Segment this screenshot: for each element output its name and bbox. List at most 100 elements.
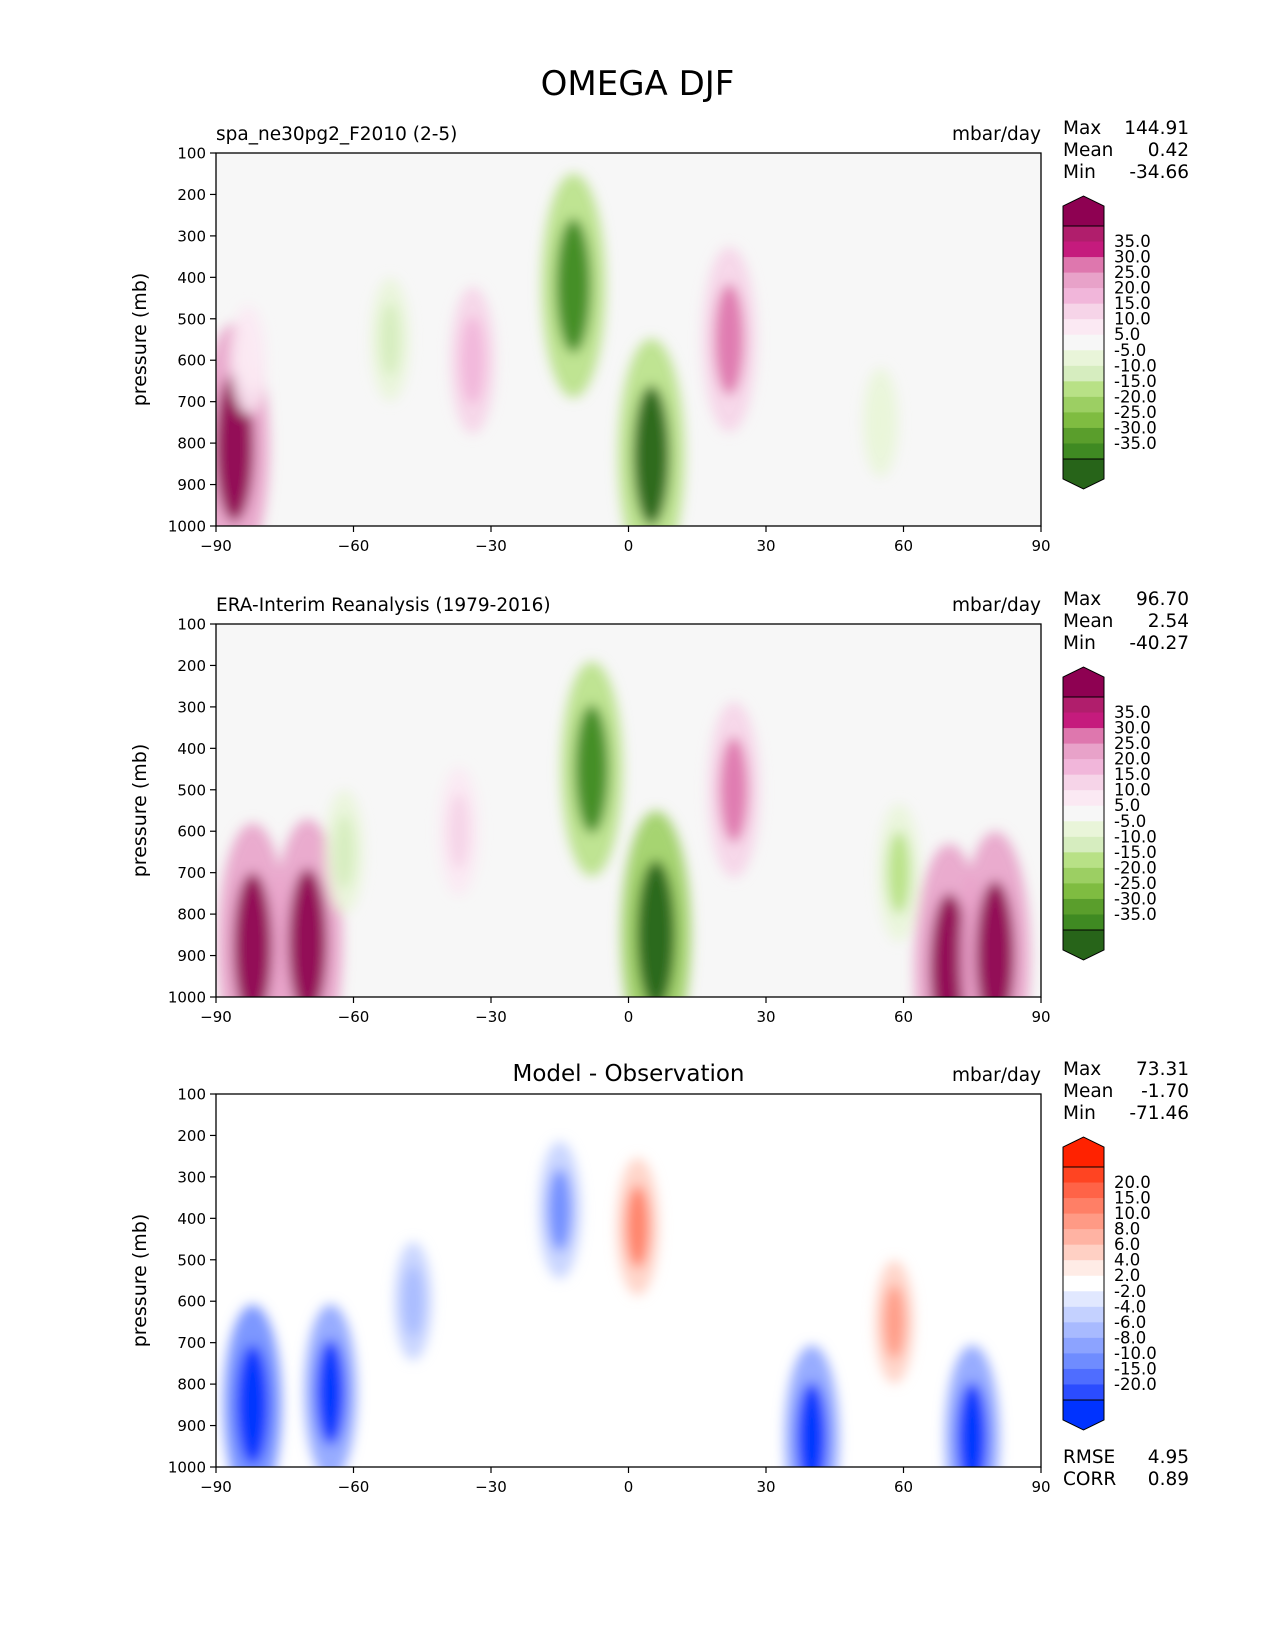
x-tick-label: 60 [894, 1008, 913, 1026]
colorbar-tick-label: 5.0 [1114, 796, 1140, 815]
colorbar: 20.015.010.08.06.04.02.0-2.0-4.0-6.0-8.0… [1062, 1136, 1157, 1431]
x-tick-label: 30 [756, 1008, 775, 1026]
field-feature-core [460, 316, 485, 405]
y-tick-label: 500 [177, 1251, 206, 1269]
colorbar-segment [1063, 852, 1104, 869]
colorbar-extend-min [1062, 1399, 1105, 1431]
y-tick-label: 800 [177, 906, 206, 924]
y-tick-label: 900 [177, 476, 206, 494]
stat-value: -71.46 [1129, 1103, 1189, 1124]
colorbar-tick-label: -20.0 [1114, 858, 1157, 877]
y-tick-label: 700 [177, 1334, 206, 1352]
colorbar-tick-label: 10.0 [1114, 310, 1151, 329]
stat-value: 4.95 [1148, 1447, 1189, 1468]
y-tick-label: 200 [177, 657, 206, 675]
field-feature-core [236, 1344, 269, 1465]
y-axis-label: pressure (mb) [129, 273, 151, 407]
colorbar-frame [1062, 1166, 1105, 1401]
colorbar-segment [1063, 1291, 1104, 1308]
field-feature-core [626, 1185, 650, 1268]
x-tick-label: 60 [894, 537, 913, 555]
y-tick-label: 1000 [168, 1459, 206, 1477]
units-label: mbar/day [952, 1065, 1041, 1086]
colorbar-tick-label: 35.0 [1114, 232, 1151, 251]
colorbar-segment [1063, 1229, 1104, 1246]
colorbar-segment [1063, 821, 1104, 838]
colorbar-segment [1063, 381, 1104, 398]
colorbar-segment [1063, 728, 1104, 745]
colorbar-tick-label: -15.0 [1114, 843, 1157, 862]
colorbar-tick-label: -25.0 [1114, 874, 1157, 893]
field-feature-core [975, 881, 1015, 997]
colorbar-segment [1063, 759, 1104, 776]
field-feature-core [379, 302, 401, 377]
y-tick-label: 400 [177, 269, 206, 287]
y-tick-label: 600 [177, 1293, 206, 1311]
stat-label: Min [1063, 633, 1096, 654]
colorbar-segment [1063, 257, 1104, 274]
field-layer [216, 173, 899, 526]
y-tick-label: 700 [177, 864, 206, 882]
colorbar-tick-label: 35.0 [1114, 703, 1151, 722]
field-feature-core [883, 1284, 906, 1359]
panel-title: Model - Observation [512, 1061, 744, 1087]
colorbar-tick-label: 15.0 [1114, 294, 1151, 313]
colorbar-segment [1063, 914, 1104, 931]
colorbar-tick-label: 20.0 [1114, 279, 1151, 298]
field-feature-core [930, 893, 969, 997]
figure-title: OMEGA DJF [541, 64, 735, 104]
colorbar-tick-label: 15.0 [1114, 765, 1151, 784]
y-tick-label: 500 [177, 310, 206, 328]
colorbar-tick-label: 30.0 [1114, 248, 1151, 267]
colorbar-tick-label: 30.0 [1114, 719, 1151, 738]
colorbar-segment [1063, 1353, 1104, 1370]
y-tick-label: 400 [177, 1210, 206, 1228]
y-tick-label: 900 [177, 947, 206, 965]
colorbar-extend-min [1062, 458, 1105, 490]
y-tick-label: 600 [177, 823, 206, 841]
colorbar-segment [1063, 303, 1104, 320]
colorbar-tick-label: 10.0 [1114, 781, 1151, 800]
colorbar-frame [1062, 696, 1105, 931]
colorbar-extend-min [1062, 929, 1105, 961]
field-feature-core [555, 218, 592, 353]
colorbar-segment [1063, 790, 1104, 807]
colorbar-segment [1063, 1213, 1104, 1230]
field-layer [217, 661, 1031, 997]
colorbar-segment [1063, 1306, 1104, 1323]
colorbar-segment [1063, 365, 1104, 382]
panel-title: spa_ne30pg2_F2010 (2-5) [216, 124, 457, 145]
y-tick-label: 800 [177, 435, 206, 453]
stat-label: Max [1063, 1059, 1101, 1080]
colorbar-segment [1063, 836, 1104, 853]
colorbar-tick-label: 20.0 [1114, 750, 1151, 769]
field-feature-core [233, 872, 272, 997]
field-feature-core [333, 814, 356, 889]
y-tick-label: 600 [177, 352, 206, 370]
colorbar-segment [1063, 1368, 1104, 1385]
colorbar-tick-label: -4.0 [1114, 1297, 1146, 1316]
stat-value: -40.27 [1129, 633, 1189, 654]
stat-value: 0.42 [1148, 140, 1189, 161]
x-tick-label: 90 [1031, 1008, 1050, 1026]
colorbar-segment [1063, 1322, 1104, 1339]
colorbar-segment [1063, 1198, 1104, 1215]
colorbar-tick-label: -20.0 [1114, 1375, 1157, 1394]
stat-label: Mean [1063, 1081, 1113, 1102]
colorbar-segment [1063, 272, 1104, 289]
colorbar-segment [1063, 241, 1104, 258]
colorbar-segment [1063, 743, 1104, 760]
y-axis-label: pressure (mb) [129, 1214, 151, 1348]
y-tick-label: 700 [177, 393, 206, 411]
stat-value: -34.66 [1129, 162, 1189, 183]
colorbar-tick-label: -15.0 [1114, 1359, 1157, 1378]
x-tick-label: 0 [624, 537, 634, 555]
colorbar-tick-label: 2.0 [1114, 1266, 1140, 1285]
colorbar-tick-label: 20.0 [1114, 1173, 1151, 1192]
x-tick-label: 90 [1031, 537, 1050, 555]
y-tick-label: 1000 [168, 989, 206, 1007]
colorbar-tick-label: 4.0 [1114, 1251, 1140, 1270]
colorbar-segment [1063, 334, 1104, 351]
